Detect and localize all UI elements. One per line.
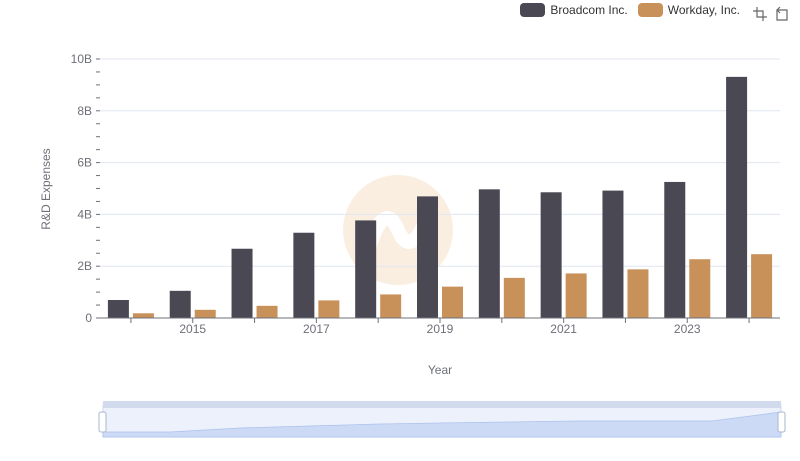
legend-swatch-workday (637, 3, 663, 17)
toolbox (752, 6, 790, 22)
legend-item-workday[interactable]: Workday, Inc. (637, 3, 740, 17)
legend-label-workday: Workday, Inc. (667, 3, 740, 17)
bar-broadcom-2016[interactable] (231, 248, 253, 318)
bar-workday-2020[interactable] (503, 277, 525, 318)
legend: Broadcom Inc. Workday, Inc. (510, 3, 740, 17)
bar-broadcom-2019[interactable] (417, 196, 438, 318)
legend-label-broadcom: Broadcom Inc. (550, 3, 628, 17)
y-tick-label: 2B (77, 259, 92, 273)
y-tick-label: 0 (85, 311, 92, 325)
bar-workday-2022[interactable] (627, 269, 649, 318)
datazoom-selected-range (103, 405, 781, 437)
y-tick-label: 6B (77, 156, 92, 170)
y-tick-label: 8B (77, 104, 92, 118)
legend-item-broadcom[interactable]: Broadcom Inc. (520, 3, 628, 17)
datazoom-slider[interactable] (98, 401, 786, 438)
bar-workday-2018[interactable] (380, 294, 402, 318)
x-tick-label: 2017 (303, 322, 330, 336)
bar-workday-2023[interactable] (689, 259, 711, 318)
bars (107, 76, 773, 318)
restore-icon[interactable] (774, 6, 790, 22)
y-tick-label: 4B (77, 207, 92, 221)
zoom-icon[interactable] (752, 6, 768, 22)
y-axis-title: R&D Expenses (39, 148, 53, 229)
bar-workday-2016[interactable] (256, 305, 278, 318)
bar-broadcom-2022[interactable] (602, 190, 624, 318)
bar-workday-2019[interactable] (442, 286, 463, 318)
bar-broadcom-2024[interactable] (726, 76, 748, 318)
x-tick-label: 2023 (674, 322, 701, 336)
bar-workday-2017[interactable] (318, 300, 340, 318)
bar-broadcom-2023[interactable] (664, 181, 686, 318)
legend-swatch-broadcom (520, 3, 546, 17)
bar-broadcom-2021[interactable] (540, 192, 562, 318)
datazoom-handle-left[interactable] (98, 411, 107, 433)
y-tick-label: 10B (71, 52, 92, 66)
bar-broadcom-2017[interactable] (293, 232, 315, 318)
x-tick-label: 2015 (179, 322, 206, 336)
bar-workday-2015[interactable] (194, 309, 216, 318)
bar-broadcom-2020[interactable] (478, 189, 500, 318)
datazoom-handle-right[interactable] (777, 411, 786, 433)
x-axis: 2015 2017 2019 2021 2023 (100, 317, 780, 336)
datazoom-top-bar[interactable] (103, 401, 781, 408)
bar-workday-2024[interactable] (751, 254, 773, 318)
bar-broadcom-2018[interactable] (355, 220, 377, 318)
x-axis-title: Year (428, 363, 452, 377)
y-axis: 0 2B 4B 6B 8B 10B (71, 52, 100, 325)
x-tick-label: 2021 (550, 322, 577, 336)
x-tick-label: 2019 (427, 322, 454, 336)
bar-workday-2021[interactable] (565, 273, 587, 318)
datazoom-preview-area (102, 411, 782, 438)
bar-workday-2014[interactable] (132, 313, 154, 318)
bar-broadcom-2014[interactable] (107, 299, 129, 318)
bar-broadcom-2015[interactable] (169, 290, 191, 318)
